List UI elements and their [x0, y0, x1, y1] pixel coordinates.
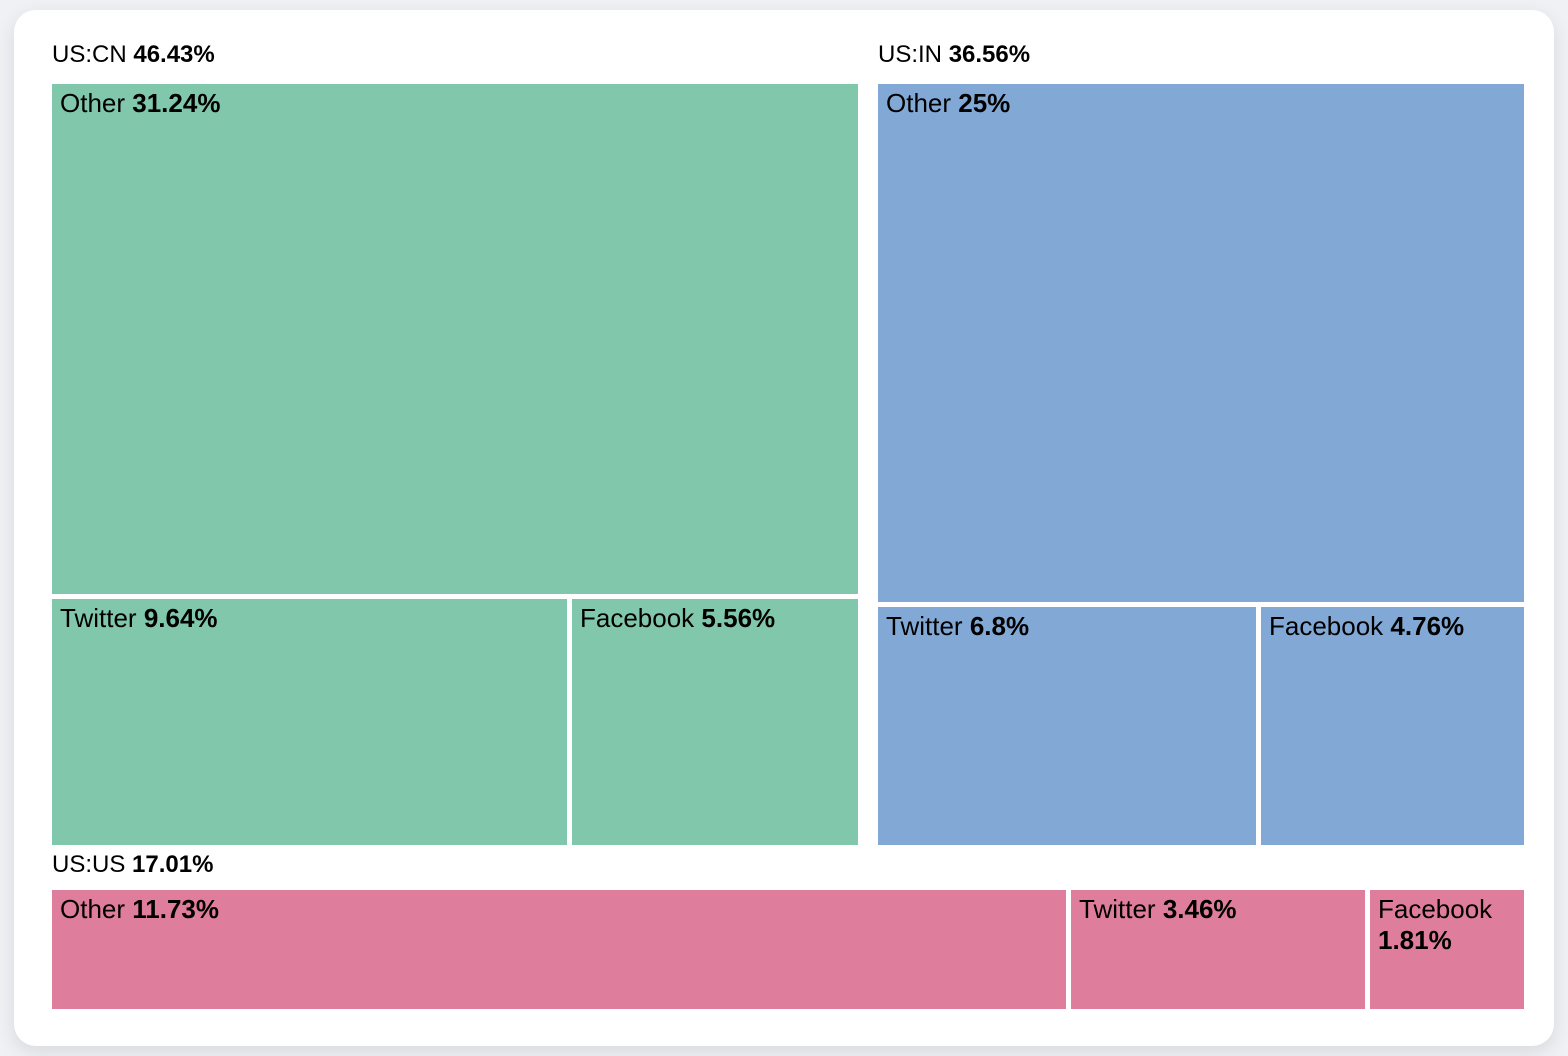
tile-value: 5.56%	[701, 603, 776, 633]
tile-name: Facebook	[580, 603, 695, 633]
tile-name: Other	[60, 88, 126, 118]
tile-name: Facebook	[1269, 611, 1384, 641]
tile-name: Other	[60, 894, 126, 924]
treemap-tile-uscn-twitter[interactable]: Twitter 9.64%	[52, 599, 567, 845]
tile-label: Twitter 9.64%	[52, 599, 567, 634]
treemap-card: US:CN 46.43% Other 31.24% Twitter 9.64% …	[14, 10, 1554, 1046]
group-name: US:US	[52, 851, 126, 878]
tile-label: Other 25%	[878, 84, 1524, 119]
treemap-tile-usus-facebook[interactable]: Facebook 1.81%	[1370, 890, 1524, 1009]
treemap-tile-usus-other[interactable]: Other 11.73%	[52, 890, 1066, 1009]
tile-value: 25%	[958, 88, 1011, 118]
tile-value: 6.8%	[969, 611, 1030, 641]
group-value: 36.56%	[948, 41, 1031, 68]
group-label-usin[interactable]: US:IN 36.56%	[878, 41, 1031, 68]
tile-name: Twitter	[60, 603, 137, 633]
treemap-tile-usin-other[interactable]: Other 25%	[878, 84, 1524, 602]
tile-label: Twitter 6.8%	[878, 607, 1256, 642]
treemap-tile-usin-twitter[interactable]: Twitter 6.8%	[878, 607, 1256, 845]
tile-value: 4.76%	[1390, 611, 1465, 641]
group-value: 17.01%	[132, 851, 214, 878]
tile-value: 9.64%	[143, 603, 218, 633]
group-label-usus[interactable]: US:US 17.01%	[52, 851, 214, 878]
treemap-tile-usus-twitter[interactable]: Twitter 3.46%	[1071, 890, 1365, 1009]
tile-value: 1.81%	[1378, 925, 1452, 956]
group-name: US:CN	[52, 41, 127, 68]
tile-label: Facebook 1.81%	[1370, 890, 1524, 956]
tile-value: 31.24%	[132, 88, 221, 118]
group-value: 46.43%	[133, 41, 215, 68]
group-label-uscn[interactable]: US:CN 46.43%	[52, 41, 215, 68]
tile-label: Other 31.24%	[52, 84, 858, 119]
treemap-tile-uscn-other[interactable]: Other 31.24%	[52, 84, 858, 594]
tile-name: Facebook	[1378, 894, 1493, 924]
group-name: US:IN	[878, 41, 943, 68]
tile-label: Other 11.73%	[52, 890, 1066, 925]
tile-name: Twitter	[886, 611, 963, 641]
treemap-tile-usin-facebook[interactable]: Facebook 4.76%	[1261, 607, 1524, 845]
tile-label: Facebook 5.56%	[572, 599, 858, 634]
tile-label: Twitter 3.46%	[1071, 890, 1365, 925]
tile-value: 3.46%	[1162, 894, 1237, 924]
tile-name: Other	[886, 88, 952, 118]
tile-name: Twitter	[1079, 894, 1156, 924]
tile-label: Facebook 4.76%	[1261, 607, 1524, 642]
treemap-tile-uscn-facebook[interactable]: Facebook 5.56%	[572, 599, 858, 845]
tile-value: 11.73%	[132, 894, 220, 924]
